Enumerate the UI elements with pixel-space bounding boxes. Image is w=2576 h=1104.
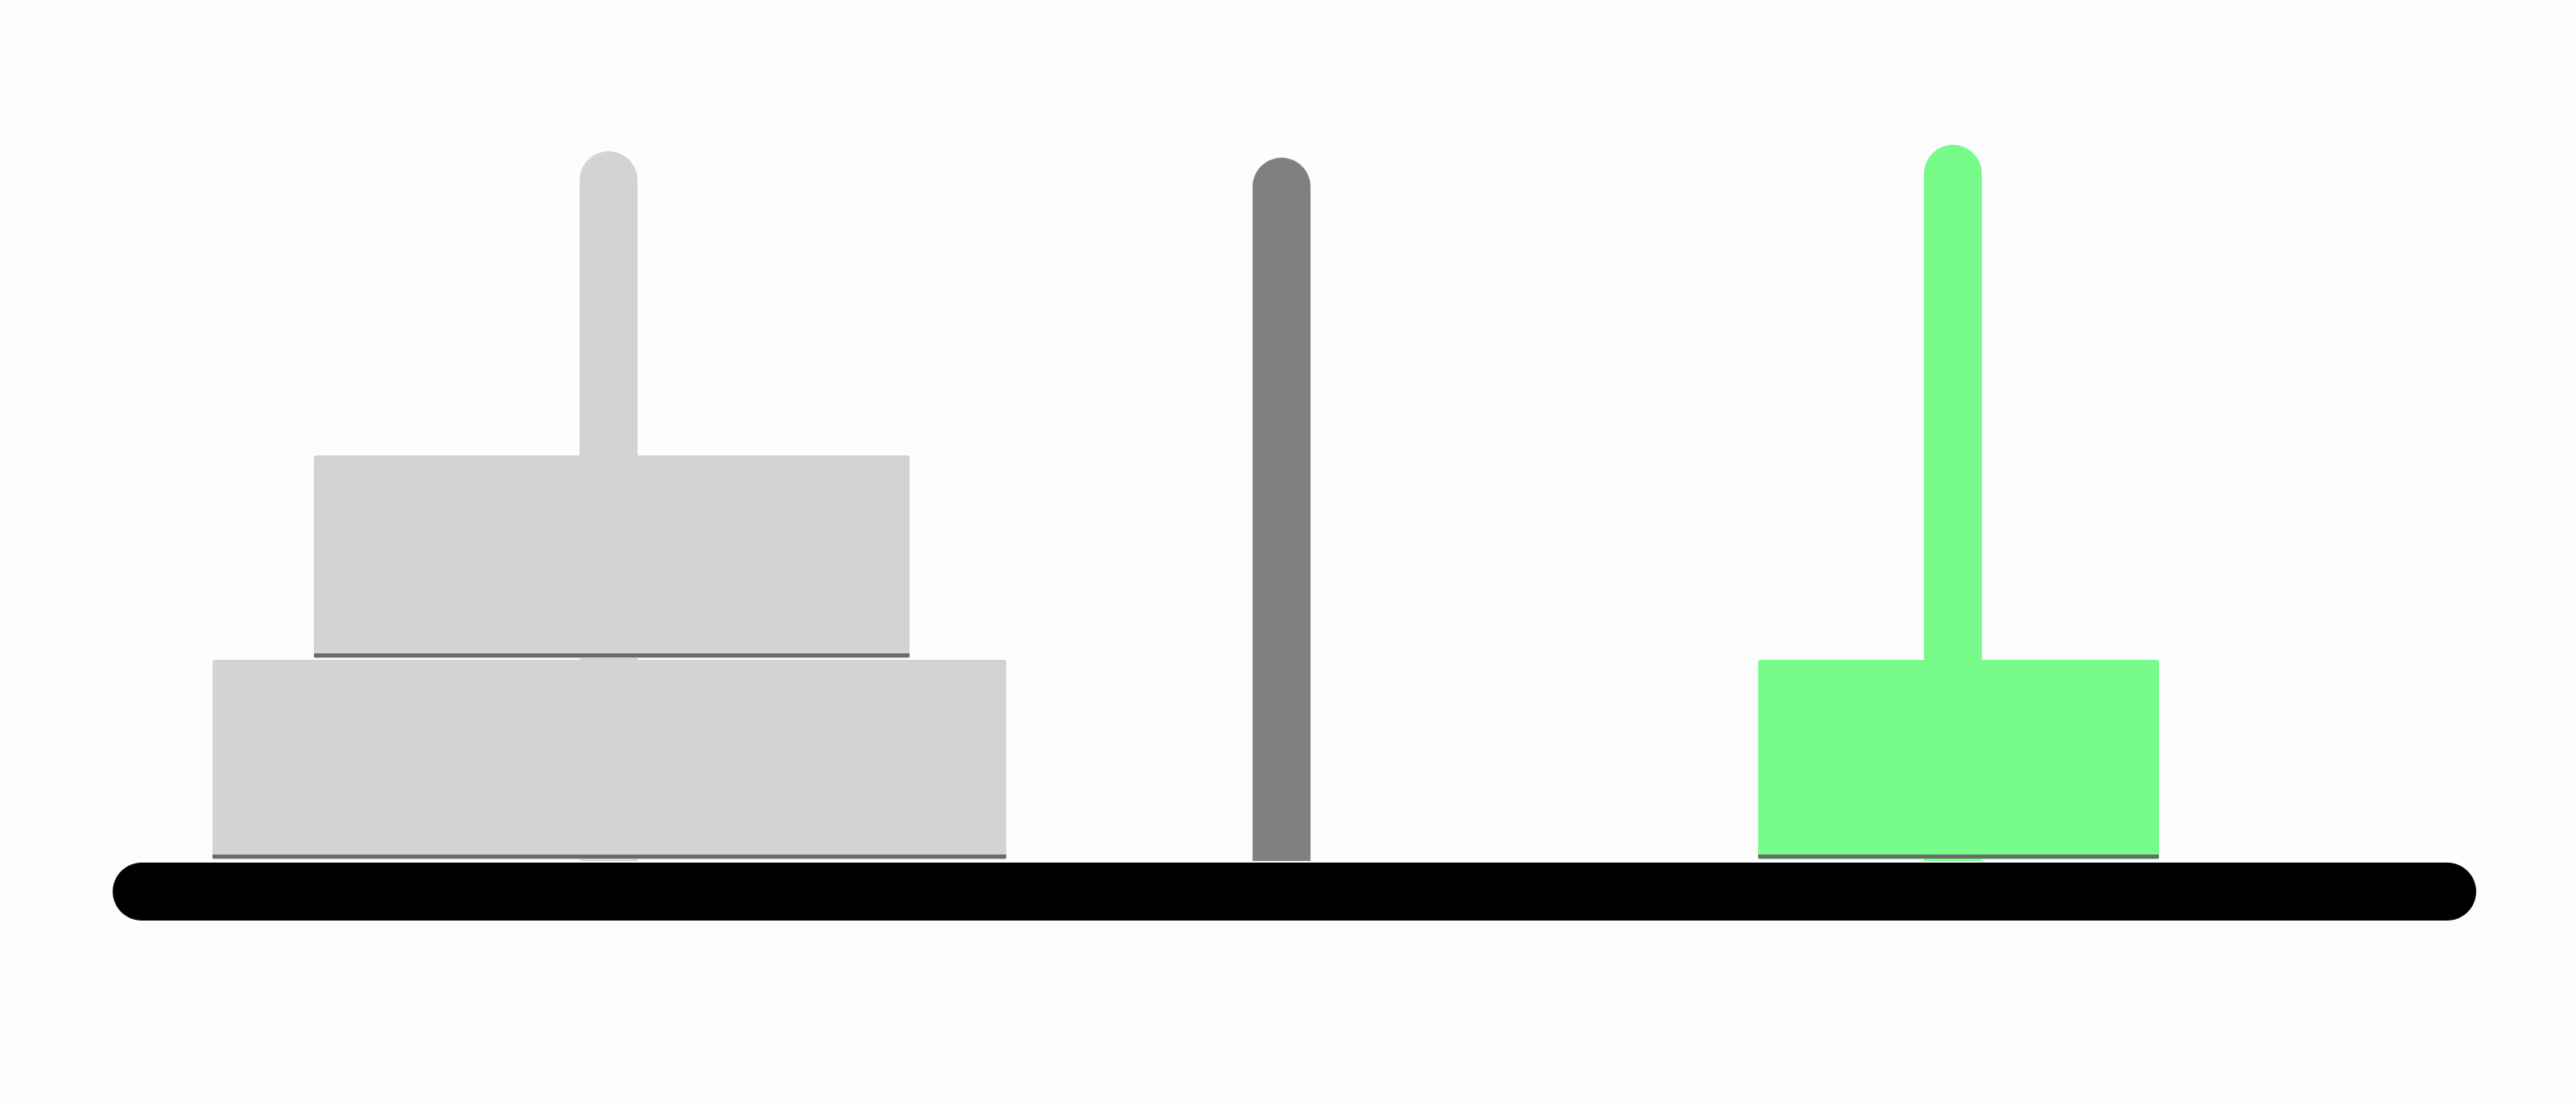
disk-2-body[interactable]: [314, 455, 910, 658]
peg-middle[interactable]: [1253, 158, 1311, 861]
disk-1[interactable]: [1758, 660, 2159, 859]
disk-2-edge: [314, 653, 910, 657]
peg-middle-knob[interactable]: [1253, 158, 1311, 216]
disk-3[interactable]: [213, 660, 1006, 859]
disk-3-body[interactable]: [213, 660, 1006, 859]
peg-middle-rod[interactable]: [1253, 187, 1311, 861]
disk-3-edge: [213, 855, 1006, 859]
disk-1-edge: [1758, 855, 2159, 859]
peg-right-knob[interactable]: [1924, 145, 1982, 203]
disk-1-body[interactable]: [1758, 660, 2159, 859]
peg-left-knob[interactable]: [580, 151, 638, 209]
disk-2[interactable]: [314, 455, 910, 658]
